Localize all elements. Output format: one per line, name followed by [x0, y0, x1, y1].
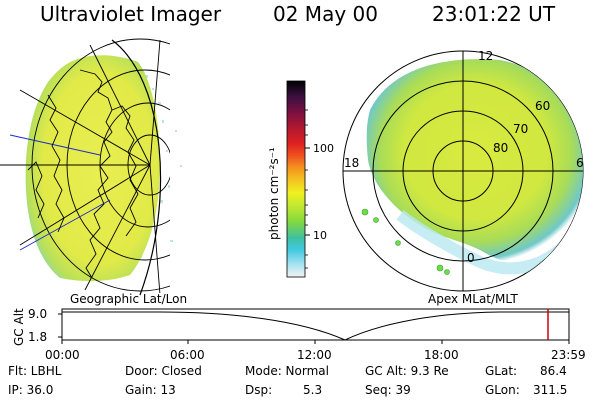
- ip-info: IP: 36.0: [8, 383, 53, 397]
- seq-info: Seq: 39: [365, 383, 411, 397]
- glat-label: GLat:: [485, 364, 517, 378]
- aurora-oval-apex: [366, 59, 583, 265]
- terminator-line: [111, 39, 162, 296]
- colorbar-tick-10: 10: [313, 229, 327, 242]
- mlt-label-18: 18: [344, 156, 359, 170]
- altitude-timeline: [58, 308, 570, 344]
- mlt-label-0: 0: [467, 251, 475, 265]
- timeline-ylabel: GC Alt: [12, 308, 26, 346]
- dsp-value: 5.3: [303, 383, 322, 397]
- geo-caption: Geographic Lat/Lon: [70, 292, 187, 306]
- emission-spots: [361, 208, 450, 275]
- timeline-ytick-high: 9.0: [28, 307, 47, 321]
- dsp-label: Dsp:: [245, 383, 272, 397]
- apex-caption: Apex MLat/MLT: [428, 292, 518, 306]
- apex-grid: [343, 51, 583, 291]
- door-info: Door: Closed: [125, 364, 202, 378]
- gc-alt-info: GC Alt: 9.3 Re: [365, 364, 449, 378]
- geographic-map: [0, 38, 182, 296]
- timeline-ytick-low: 1.8: [28, 330, 47, 344]
- colorbar-tick-100: 100: [313, 142, 334, 155]
- glon-label: GLon:: [485, 383, 520, 397]
- altitude-curve: [62, 311, 569, 341]
- timeline-xtick-2359: 23:59: [551, 348, 586, 362]
- timeline-xtick-1200: 12:00: [297, 348, 332, 362]
- mlt-label-6: 6: [576, 156, 584, 170]
- time-label: 23:01:22 UT: [432, 2, 556, 26]
- timeline-xtick-0600: 06:00: [170, 348, 205, 362]
- date-label: 02 May 00: [273, 2, 378, 26]
- filter-info: Flt: LBHL: [8, 364, 62, 378]
- glat-value: 86.4: [540, 364, 567, 378]
- geo-blue-lines: [9, 134, 111, 251]
- apex-polar-plot: [342, 50, 584, 292]
- mlat-label-80: 80: [493, 141, 508, 155]
- gain-info: Gain: 13: [125, 383, 176, 397]
- mode-info: Mode: Normal: [245, 364, 329, 378]
- timeline-xtick-1800: 18:00: [424, 348, 459, 362]
- mlt-label-12: 12: [478, 49, 493, 63]
- colorbar-unit-label: photon cm⁻²s⁻¹: [267, 147, 281, 240]
- instrument-title: Ultraviolet Imager: [40, 2, 222, 26]
- timeline-xtick-0000: 00:00: [45, 348, 80, 362]
- glon-value: 311.5: [533, 383, 567, 397]
- mlat-label-70: 70: [513, 122, 528, 136]
- color-bar: [286, 80, 310, 278]
- mlat-label-60: 60: [535, 99, 550, 113]
- coastline: [27, 69, 139, 279]
